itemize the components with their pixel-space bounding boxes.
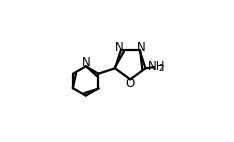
Text: 2: 2 (158, 64, 164, 73)
Text: NH: NH (148, 60, 166, 73)
Text: N: N (136, 41, 145, 54)
Text: O: O (126, 77, 135, 90)
Text: N: N (81, 56, 90, 69)
Text: N: N (115, 41, 124, 54)
